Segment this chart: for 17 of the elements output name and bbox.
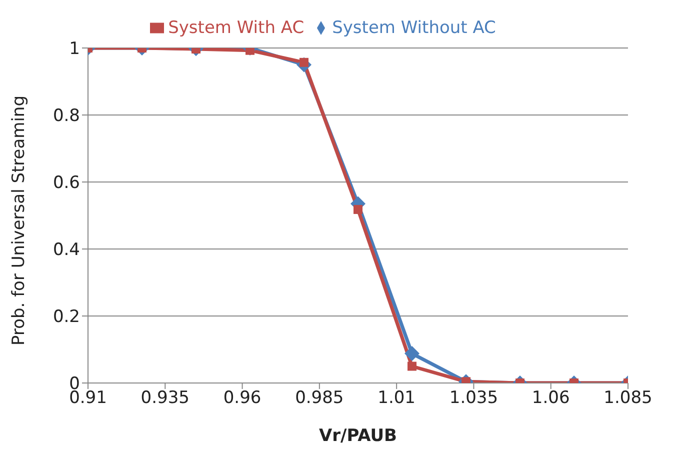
x-tick-label: 1.035 — [449, 388, 498, 408]
y-tick-label: 0.8 — [52, 106, 80, 126]
legend-label: System With AC — [168, 18, 304, 38]
y-tick-label: 0.2 — [52, 307, 80, 328]
x-tick-label: 0.935 — [140, 388, 190, 408]
x-tick-label: 1.085 — [604, 388, 652, 408]
y-axis-title: Prob. for Universal Streaming — [9, 96, 30, 346]
y-tick-label: 0.4 — [52, 240, 80, 260]
x-tick-label: 0.96 — [223, 388, 262, 408]
y-tick-label: 1 — [69, 39, 80, 60]
legend-label: System Without AC — [332, 18, 496, 38]
y-tick-label: 0.6 — [52, 173, 80, 194]
point — [354, 204, 362, 214]
x-tick-label: 1.06 — [532, 388, 570, 408]
x-tick-label: 1.01 — [378, 388, 416, 408]
x-axis-title: Vr/PAUB — [318, 426, 398, 446]
x-tick-label: 0.985 — [295, 388, 344, 408]
